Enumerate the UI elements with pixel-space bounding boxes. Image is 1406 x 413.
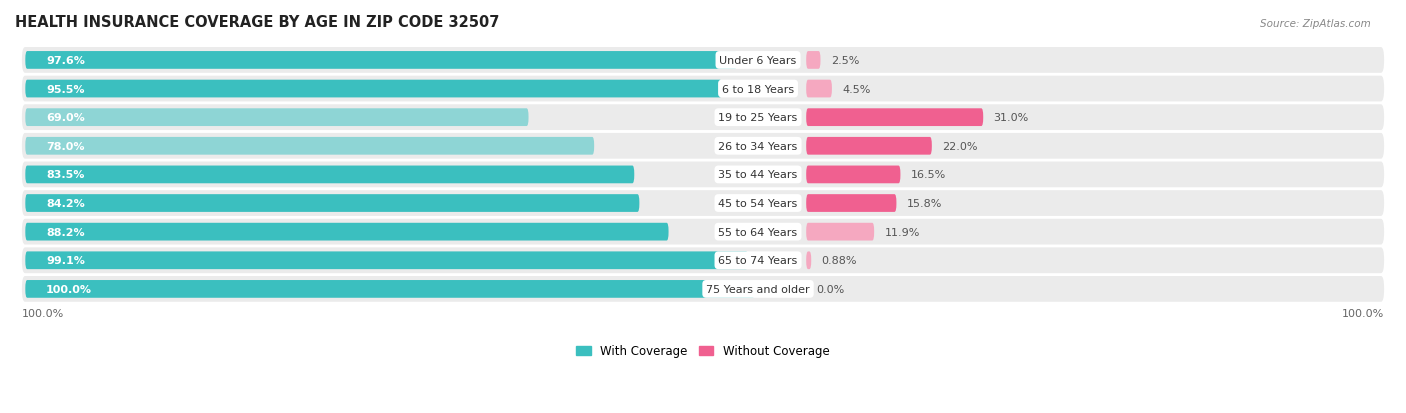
FancyBboxPatch shape — [806, 81, 832, 98]
Text: 75 Years and older: 75 Years and older — [706, 284, 810, 294]
FancyBboxPatch shape — [25, 252, 748, 270]
Text: 83.5%: 83.5% — [46, 170, 84, 180]
FancyBboxPatch shape — [22, 248, 1384, 273]
Text: 65 to 74 Years: 65 to 74 Years — [718, 256, 797, 266]
FancyBboxPatch shape — [25, 109, 529, 127]
FancyBboxPatch shape — [25, 81, 721, 98]
FancyBboxPatch shape — [806, 109, 983, 127]
Text: 45 to 54 Years: 45 to 54 Years — [718, 199, 797, 209]
FancyBboxPatch shape — [806, 195, 897, 212]
FancyBboxPatch shape — [25, 138, 595, 155]
Text: 26 to 34 Years: 26 to 34 Years — [718, 141, 797, 152]
Text: 35 to 44 Years: 35 to 44 Years — [718, 170, 797, 180]
Text: 16.5%: 16.5% — [911, 170, 946, 180]
FancyBboxPatch shape — [806, 223, 875, 241]
Text: 100.0%: 100.0% — [22, 308, 65, 318]
Text: 19 to 25 Years: 19 to 25 Years — [718, 113, 797, 123]
Text: 4.5%: 4.5% — [842, 84, 870, 94]
Text: Source: ZipAtlas.com: Source: ZipAtlas.com — [1260, 19, 1371, 28]
Text: 0.88%: 0.88% — [821, 256, 858, 266]
Text: 15.8%: 15.8% — [907, 199, 942, 209]
Text: 78.0%: 78.0% — [46, 141, 84, 152]
Text: 100.0%: 100.0% — [1341, 308, 1384, 318]
FancyBboxPatch shape — [806, 52, 821, 70]
Text: 11.9%: 11.9% — [884, 227, 920, 237]
FancyBboxPatch shape — [22, 219, 1384, 245]
Text: Under 6 Years: Under 6 Years — [720, 56, 797, 66]
FancyBboxPatch shape — [806, 166, 900, 184]
Text: 100.0%: 100.0% — [46, 284, 91, 294]
Text: 0.0%: 0.0% — [817, 284, 845, 294]
FancyBboxPatch shape — [22, 76, 1384, 102]
Text: 2.5%: 2.5% — [831, 56, 859, 66]
Text: 84.2%: 84.2% — [46, 199, 84, 209]
Text: 88.2%: 88.2% — [46, 227, 84, 237]
FancyBboxPatch shape — [22, 191, 1384, 216]
FancyBboxPatch shape — [25, 195, 640, 212]
FancyBboxPatch shape — [22, 133, 1384, 159]
FancyBboxPatch shape — [806, 138, 932, 155]
Text: 55 to 64 Years: 55 to 64 Years — [718, 227, 797, 237]
Text: 99.1%: 99.1% — [46, 256, 84, 266]
FancyBboxPatch shape — [806, 252, 811, 270]
Text: 95.5%: 95.5% — [46, 84, 84, 94]
Text: 6 to 18 Years: 6 to 18 Years — [721, 84, 794, 94]
Text: HEALTH INSURANCE COVERAGE BY AGE IN ZIP CODE 32507: HEALTH INSURANCE COVERAGE BY AGE IN ZIP … — [15, 15, 499, 30]
FancyBboxPatch shape — [22, 276, 1384, 302]
FancyBboxPatch shape — [25, 223, 668, 241]
FancyBboxPatch shape — [22, 48, 1384, 74]
FancyBboxPatch shape — [22, 162, 1384, 188]
Text: 22.0%: 22.0% — [942, 141, 977, 152]
FancyBboxPatch shape — [25, 280, 755, 298]
FancyBboxPatch shape — [25, 52, 737, 70]
FancyBboxPatch shape — [22, 105, 1384, 131]
Legend: With Coverage, Without Coverage: With Coverage, Without Coverage — [572, 340, 834, 362]
FancyBboxPatch shape — [25, 166, 634, 184]
Text: 31.0%: 31.0% — [994, 113, 1029, 123]
Text: 97.6%: 97.6% — [46, 56, 84, 66]
Text: 69.0%: 69.0% — [46, 113, 84, 123]
